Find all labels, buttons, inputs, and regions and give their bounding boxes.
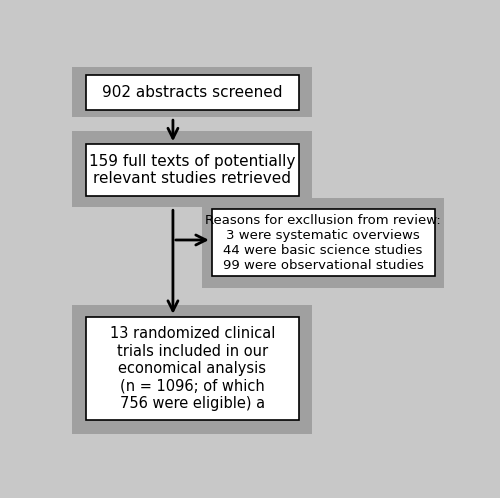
Bar (202, 198, 444, 288)
Bar (72, 67, 312, 118)
Text: 159 full texts of potentially
relevant studies retrieved: 159 full texts of potentially relevant s… (89, 154, 296, 186)
Bar (86, 317, 299, 420)
Bar (86, 144, 299, 196)
Bar (72, 130, 312, 207)
Bar (72, 305, 312, 434)
Bar (212, 209, 434, 276)
Text: 902 abstracts screened: 902 abstracts screened (102, 85, 282, 100)
Bar (86, 75, 299, 110)
Text: Reasons for excllusion from review:
3 were systematic overviews
44 were basic sc: Reasons for excllusion from review: 3 we… (205, 214, 441, 272)
Text: 13 randomized clinical
trials included in our
economical analysis
(n = 1096; of : 13 randomized clinical trials included i… (110, 326, 275, 411)
